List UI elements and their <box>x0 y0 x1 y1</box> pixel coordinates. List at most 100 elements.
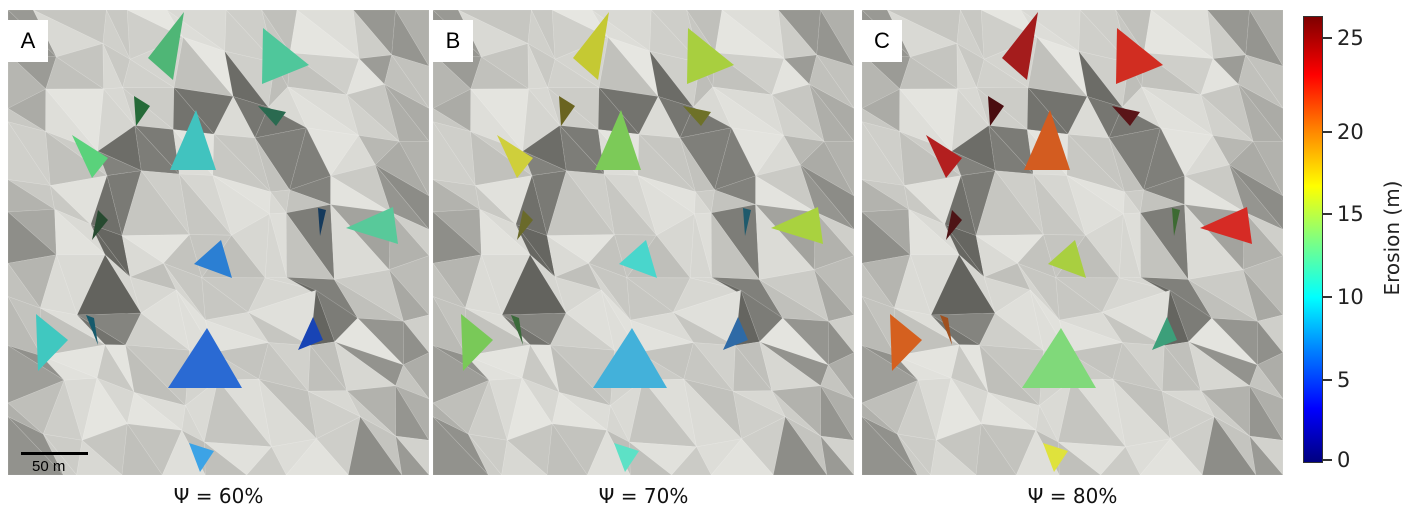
eroded-cell <box>86 315 98 345</box>
terrain-cell <box>285 211 335 280</box>
panel-caption-a: Ψ = 60% <box>173 484 264 508</box>
terrain-cell <box>759 317 829 366</box>
colorbar-tick <box>1322 459 1332 461</box>
terrain-cell <box>231 213 270 279</box>
terrain-cell <box>76 254 142 316</box>
eroded-cell <box>1152 317 1177 350</box>
terrain-cell <box>121 422 163 475</box>
terrain-cell <box>1248 435 1283 475</box>
terrain-cell <box>468 433 502 475</box>
terrain-mesh-c <box>862 10 1283 475</box>
terrain-cell <box>1078 10 1130 64</box>
eroded-cell <box>946 210 962 240</box>
terrain-cell <box>470 88 529 152</box>
terrain-cell <box>346 93 401 142</box>
terrain-cell <box>732 344 773 392</box>
eroded-cell <box>461 314 493 371</box>
terrain-cell <box>799 164 854 230</box>
eroded-cell <box>258 106 286 126</box>
terrain-cell <box>474 184 517 225</box>
terrain-cell <box>334 317 404 366</box>
terrain-cell <box>134 392 186 431</box>
colorbar-tick-label: 0 <box>1337 448 1351 472</box>
terrain-cell <box>547 58 601 89</box>
eroded-cell <box>318 208 326 236</box>
terrain-cell <box>975 234 1019 278</box>
terrain-cell <box>772 415 828 475</box>
terrain-cell <box>679 137 716 193</box>
terrain-cell <box>1200 93 1255 142</box>
terrain-cell <box>178 172 233 236</box>
eroded-cell <box>36 314 68 371</box>
terrain-cell <box>610 379 644 443</box>
terrain-cell <box>649 51 695 108</box>
terrain-cell <box>374 164 429 230</box>
terrain-cell <box>8 53 47 109</box>
eroded-cell <box>189 443 214 472</box>
terrain-cell <box>559 392 611 431</box>
panel-letter: A <box>8 20 48 62</box>
terrain-cell <box>1085 213 1124 279</box>
terrain-cell <box>1242 269 1283 322</box>
terrain-cell <box>903 184 946 225</box>
terrain-cell <box>1161 344 1202 392</box>
eroded-cell <box>134 96 150 126</box>
terrain-cell <box>642 378 697 447</box>
eroded-cell <box>511 315 523 345</box>
panel-caption-c: Ψ = 80% <box>1027 484 1118 508</box>
terrain-cell <box>374 164 429 230</box>
terrain-cell <box>799 164 854 230</box>
colorbar-tick <box>1322 213 1332 215</box>
terrain-cell <box>899 56 959 90</box>
panel-a: A 50 m <box>8 10 429 475</box>
terrain-cell <box>820 435 854 475</box>
terrain-cell <box>656 213 695 279</box>
terrain-cell <box>395 364 429 400</box>
terrain-cell <box>121 234 165 278</box>
terrain-cell <box>1228 164 1283 230</box>
terrain-cell <box>264 213 287 279</box>
terrain-cell <box>1032 172 1087 236</box>
terrain-cell <box>388 269 429 322</box>
eroded-cell <box>614 443 639 472</box>
terrain-cell <box>960 170 996 237</box>
terrain-cell <box>307 344 348 392</box>
terrain-cell <box>402 320 429 366</box>
eroded-cell <box>168 328 242 388</box>
eroded-cell <box>148 12 184 80</box>
eroded-cell <box>194 240 232 278</box>
colorbar-title: Erosion (m) <box>1380 180 1404 296</box>
terrain-cell <box>8 121 51 186</box>
panel-b: B <box>433 10 854 475</box>
terrain-cell <box>1139 211 1189 280</box>
terrain-cell <box>1228 164 1283 230</box>
terrain-cell <box>1071 378 1126 447</box>
eroded-cell <box>1112 106 1140 126</box>
terrain-cell <box>1027 87 1088 135</box>
terrain-cell <box>862 53 901 109</box>
terrain-cell <box>672 277 742 313</box>
terrain-cell <box>224 10 276 64</box>
colorbar-tick <box>1322 296 1332 298</box>
terrain-cell <box>671 446 712 475</box>
eroded-cell <box>723 317 748 350</box>
eroded-cell <box>771 207 823 244</box>
colorbar-tick-label: 25 <box>1337 26 1364 50</box>
terrain-cell <box>501 439 548 475</box>
terrain-cell <box>8 416 64 475</box>
terrain-cell <box>1256 320 1283 366</box>
terrain-cell <box>203 379 273 448</box>
panel-c: C <box>862 10 1283 475</box>
terrain-cell <box>531 170 567 237</box>
terrain-cell <box>45 88 104 152</box>
terrain-cell <box>470 56 530 90</box>
eroded-cell <box>593 328 667 388</box>
terrain-cell <box>588 263 631 321</box>
terrain-cell <box>930 254 996 316</box>
terrain-cell <box>771 93 826 142</box>
terrain-cell <box>122 58 176 89</box>
terrain-cell <box>755 175 816 213</box>
eroded-cell <box>170 110 216 170</box>
terrain-cell <box>988 392 1040 431</box>
terrain-cell <box>710 211 760 280</box>
